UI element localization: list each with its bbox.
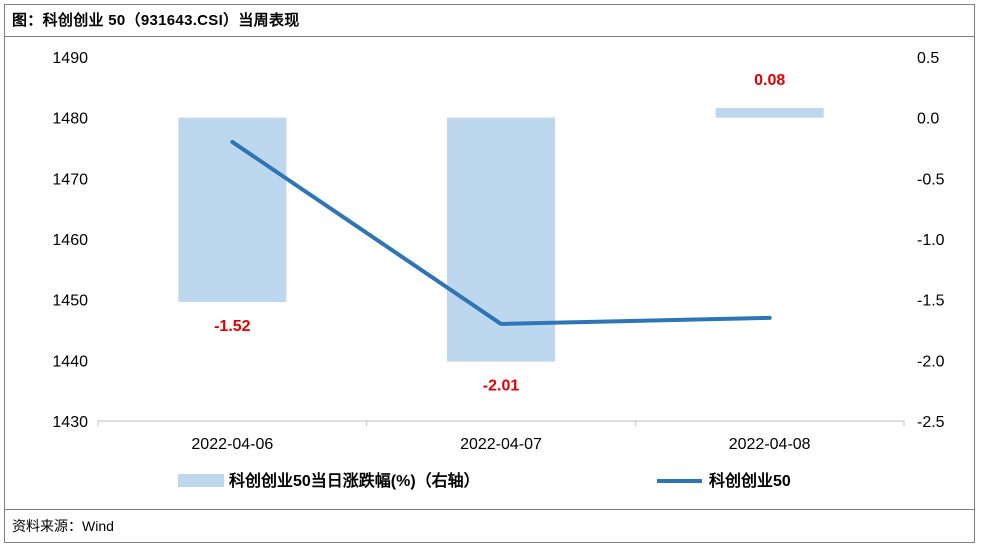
y-right-tick-label: -0.5 bbox=[917, 171, 945, 188]
x-tick-label: 2022-04-08 bbox=[729, 436, 811, 453]
figure-frame bbox=[4, 4, 975, 543]
legend-swatch-bar bbox=[178, 474, 224, 487]
legend-label-bar: 科创创业50当日涨跌幅(%)（右轴） bbox=[229, 471, 480, 490]
y-right-tick-label: 0.5 bbox=[917, 50, 939, 67]
y-left-tick-label: 1480 bbox=[52, 111, 88, 128]
y-right-tick-label: -1.0 bbox=[917, 232, 945, 249]
bar-data-label: -2.01 bbox=[483, 378, 520, 395]
y-left-tick-label: 1430 bbox=[52, 414, 88, 431]
source-note: 资料来源：Wind bbox=[12, 518, 114, 534]
y-right-tick-label: -2.0 bbox=[917, 353, 945, 370]
y-left-tick-label: 1450 bbox=[52, 293, 88, 310]
bar-1 bbox=[178, 117, 287, 303]
y-left-tick-label: 1440 bbox=[52, 353, 88, 370]
y-right-tick-label: 0.0 bbox=[917, 111, 939, 128]
x-tick-label: 2022-04-06 bbox=[191, 436, 273, 453]
y-left-tick-label: 1470 bbox=[52, 171, 88, 188]
title-divider bbox=[4, 36, 975, 37]
y-right-tick-label: -1.5 bbox=[917, 293, 945, 310]
legend-label-line: 科创创业50 bbox=[709, 471, 791, 490]
y-right-tick-label: -2.5 bbox=[917, 414, 945, 431]
x-tick-label: 2022-04-07 bbox=[460, 436, 542, 453]
y-left-tick-label: 1490 bbox=[52, 50, 88, 67]
bar-2 bbox=[447, 117, 555, 362]
figure-title: 图：科创创业 50（931643.CSI）当周表现 bbox=[12, 12, 300, 29]
source-divider bbox=[4, 509, 975, 510]
bar-3 bbox=[715, 107, 824, 118]
bar-data-label: -1.52 bbox=[214, 318, 251, 335]
y-left-tick-label: 1460 bbox=[52, 232, 88, 249]
bar-data-label: 0.08 bbox=[754, 72, 785, 89]
